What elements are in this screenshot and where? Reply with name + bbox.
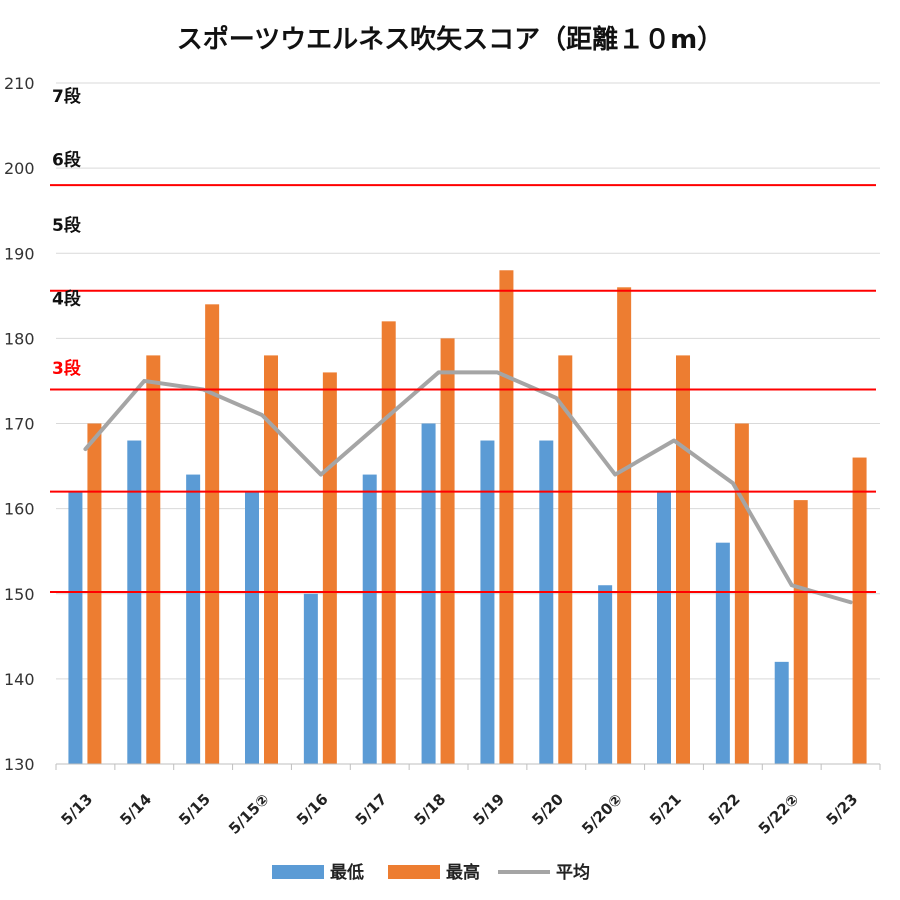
chart-title: スポーツウエルネス吹矢スコア（距離１０m） bbox=[177, 24, 724, 55]
x-tick-label: 5/15 bbox=[175, 790, 214, 829]
bar-max bbox=[205, 304, 220, 764]
bar-min bbox=[774, 661, 789, 764]
bar-max bbox=[676, 355, 690, 764]
bar-min bbox=[657, 491, 671, 764]
y-tick-label: 210 bbox=[4, 74, 35, 93]
bar-min bbox=[245, 491, 259, 764]
y-tick-label: 160 bbox=[4, 500, 35, 519]
rank-label: 4段 bbox=[52, 288, 81, 309]
y-tick-label: 150 bbox=[4, 585, 35, 604]
x-tick-label: 5/13 bbox=[58, 790, 97, 829]
x-axis: 5/13 5/14 5/15 5/15② 5/16 5/17 5/18 5/19 5/20 5/2… bbox=[55, 763, 881, 838]
rank-lines bbox=[50, 184, 876, 594]
bar-max bbox=[852, 457, 867, 764]
y-tick-label: 140 bbox=[4, 670, 35, 689]
bar-max bbox=[440, 338, 455, 764]
x-tick-label: 5/17 bbox=[352, 790, 391, 829]
bar-max bbox=[87, 423, 102, 764]
bar-max bbox=[734, 423, 749, 764]
series-max-bars bbox=[87, 270, 867, 764]
rank-label: 3段 bbox=[52, 358, 81, 379]
series-min-bars bbox=[68, 423, 789, 764]
rank-label: 7段 bbox=[52, 86, 81, 107]
legend-swatch bbox=[272, 865, 324, 879]
bar-min bbox=[715, 542, 730, 764]
rank-label: 5段 bbox=[52, 215, 81, 236]
x-tick-label: 5/21 bbox=[646, 790, 685, 829]
bar-min bbox=[127, 440, 142, 764]
bar-min bbox=[186, 474, 201, 764]
y-tick-label: 130 bbox=[4, 755, 35, 774]
legend: 最低 最高 平均 bbox=[272, 862, 590, 883]
y-tick-label: 190 bbox=[4, 244, 35, 263]
bar-max bbox=[146, 355, 161, 764]
bar-max bbox=[499, 270, 514, 764]
x-tick-label: 5/22② bbox=[755, 790, 803, 838]
bar-max bbox=[381, 321, 396, 764]
legend-label: 最高 bbox=[446, 862, 480, 883]
x-tick-label: 5/18 bbox=[411, 790, 450, 829]
rank-labels: 7段 6段 5段 4段 3段 bbox=[52, 86, 81, 379]
bar-max bbox=[793, 500, 808, 764]
average-line-path bbox=[83, 370, 853, 605]
x-tick-label: 5/20② bbox=[578, 790, 626, 838]
bar-max bbox=[322, 372, 337, 764]
x-tick-label: 5/19 bbox=[470, 790, 509, 829]
bar-min bbox=[68, 491, 83, 764]
x-tick-label: 5/23 bbox=[823, 790, 862, 829]
y-tick-label: 170 bbox=[4, 415, 35, 434]
legend-label: 最低 bbox=[330, 862, 364, 883]
x-tick-label: 5/15② bbox=[225, 790, 273, 838]
bar-min bbox=[480, 440, 495, 764]
x-tick-label: 5/20 bbox=[528, 790, 567, 829]
legend-swatch bbox=[388, 865, 440, 879]
y-tick-label: 180 bbox=[4, 329, 35, 348]
x-tick-label: 5/14 bbox=[116, 790, 155, 829]
bar-min bbox=[362, 474, 377, 764]
rank-label: 6段 bbox=[52, 150, 81, 171]
series-average-line bbox=[83, 370, 853, 605]
legend-label: 平均 bbox=[556, 862, 590, 883]
bar-min bbox=[598, 585, 613, 764]
bar-min bbox=[421, 423, 436, 764]
x-tick-label: 5/16 bbox=[293, 790, 332, 829]
y-tick-label: 200 bbox=[4, 159, 35, 178]
bar-min bbox=[539, 440, 554, 764]
bar-min bbox=[303, 593, 318, 764]
bar-max bbox=[264, 355, 278, 764]
bar-max bbox=[558, 355, 573, 764]
bar-max bbox=[617, 287, 632, 764]
y-axis: 130 140 150 160 170 180 190 200 210 bbox=[4, 74, 35, 774]
x-tick-label: 5/22 bbox=[705, 790, 744, 829]
